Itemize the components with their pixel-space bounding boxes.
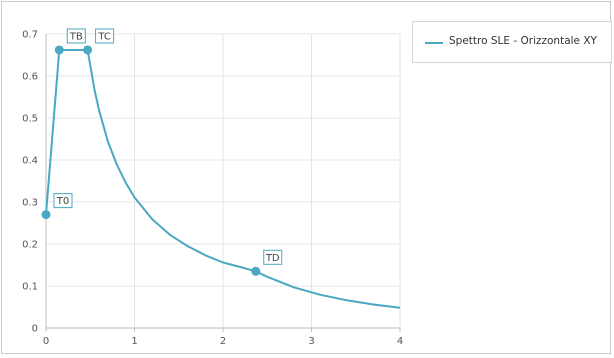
x-tick-label: 4 (397, 336, 403, 347)
point-marker-tb (54, 45, 64, 55)
annotation-label: TB (69, 31, 83, 42)
y-tick-label: 0.6 (22, 72, 38, 83)
x-tick-label: 3 (308, 336, 314, 347)
annotation-label: T0 (56, 196, 69, 207)
series-line (45, 49, 401, 309)
y-tick-label: 0.4 (22, 156, 38, 167)
x-tick-label: 1 (131, 336, 137, 347)
annotation-box (53, 193, 73, 209)
y-tick-label: 0 (32, 324, 38, 335)
annotations: T0 TB TC TD (41, 28, 283, 276)
y-tick-label: 0.3 (22, 198, 38, 209)
annotation-box (66, 28, 86, 44)
y-tick-label: 0.7 (22, 30, 38, 41)
y-tick-label: 0.1 (22, 282, 38, 293)
point-marker-td (251, 266, 261, 276)
series (45, 49, 401, 309)
legend-label: Spettro SLE - Orizzontale XY (449, 35, 597, 47)
x-tick-label: 0 (43, 336, 49, 347)
legend-swatch (425, 42, 443, 44)
y-tick-label: 0.2 (22, 240, 38, 251)
y-tick-label: 0.5 (22, 114, 38, 125)
axes: 0 0.1 0.2 0.3 0.4 0.5 0.6 0.7 0 1 2 3 4 (22, 30, 403, 348)
annotation-label: TC (97, 31, 111, 42)
annotation-box (263, 249, 283, 265)
annotation-box (95, 28, 115, 44)
x-tick-label: 2 (220, 336, 226, 347)
annotation-label: TD (265, 253, 280, 264)
point-marker-tc (83, 45, 93, 55)
legend: Spettro SLE - Orizzontale XY (412, 21, 612, 63)
point-marker-t0 (41, 210, 51, 220)
grid (45, 33, 401, 329)
